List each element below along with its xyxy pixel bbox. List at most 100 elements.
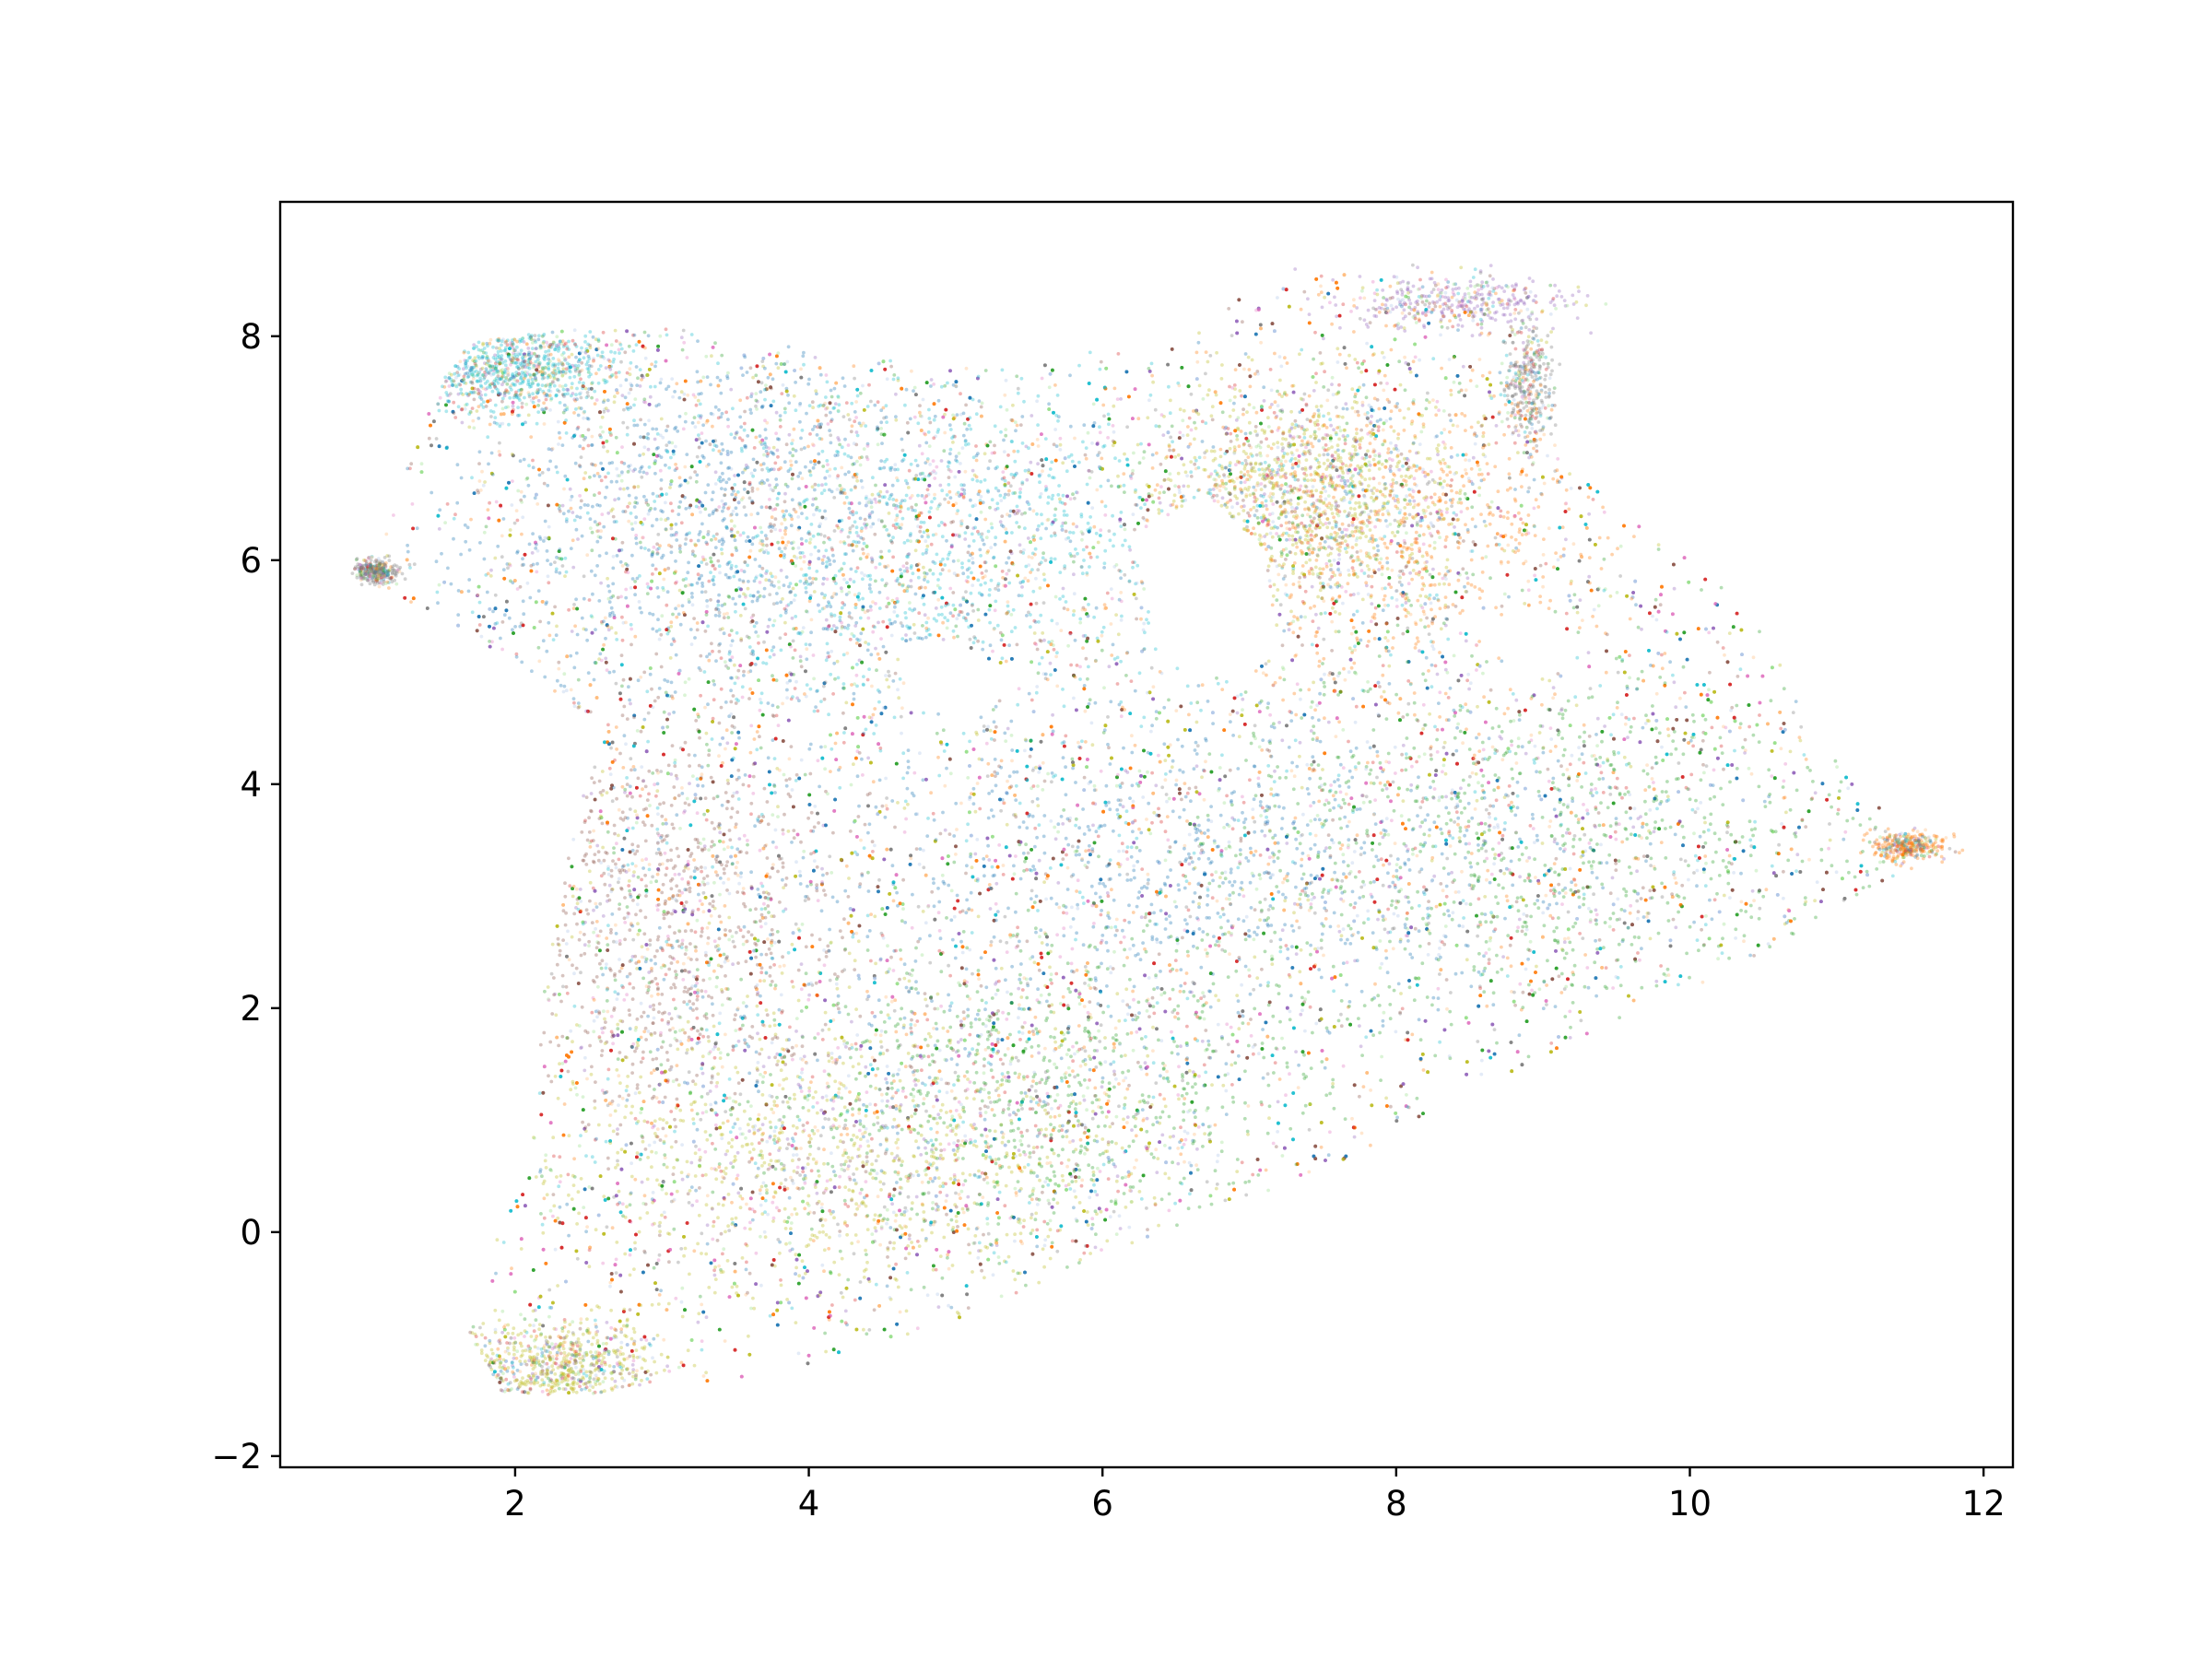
scatter-point (722, 616, 726, 620)
scatter-point (787, 777, 792, 781)
scatter-point (1160, 785, 1165, 790)
scatter-point (781, 540, 785, 545)
scatter-point (889, 999, 894, 1004)
scatter-point (776, 454, 780, 459)
scatter-point (653, 1088, 656, 1091)
scatter-point (919, 1045, 924, 1050)
scatter-point (1412, 308, 1417, 312)
scatter-point (1636, 951, 1640, 955)
scatter-point (572, 1157, 576, 1161)
scatter-point (1416, 512, 1420, 516)
scatter-point (902, 1210, 907, 1214)
scatter-point (1700, 738, 1705, 743)
scatter-point (1391, 646, 1394, 650)
scatter-point (1381, 883, 1385, 888)
scatter-point (704, 610, 709, 614)
scatter-point (918, 472, 923, 477)
scatter-point (1777, 842, 1781, 847)
scatter-point (1515, 376, 1519, 381)
scatter-point (1600, 730, 1605, 734)
scatter-point (1725, 825, 1730, 829)
scatter-point (890, 994, 895, 999)
scatter-point (488, 640, 491, 643)
scatter-point (794, 922, 798, 926)
scatter-point (1152, 961, 1156, 966)
scatter-point (1355, 833, 1359, 838)
scatter-point (1352, 1135, 1357, 1139)
scatter-point (621, 620, 626, 625)
scatter-point (1033, 1088, 1038, 1093)
scatter-point (1084, 456, 1088, 461)
scatter-point (1553, 469, 1558, 473)
scatter-point (1666, 973, 1671, 977)
scatter-point (1701, 730, 1706, 735)
scatter-point (1828, 838, 1832, 842)
scatter-point (1107, 417, 1112, 421)
scatter-point (1184, 1070, 1189, 1075)
scatter-point (943, 412, 947, 417)
scatter-point (700, 620, 705, 625)
scatter-point (875, 1028, 878, 1032)
scatter-point (982, 1083, 987, 1088)
scatter-point (1683, 690, 1687, 695)
scatter-point (869, 959, 873, 963)
scatter-point (961, 1182, 966, 1187)
scatter-point (848, 907, 853, 911)
scatter-point (679, 1360, 684, 1365)
scatter-point (885, 677, 889, 682)
scatter-point (1418, 649, 1421, 653)
scatter-point (1322, 423, 1326, 428)
scatter-point (538, 1170, 542, 1174)
scatter-point (1433, 773, 1438, 777)
scatter-point (783, 907, 788, 912)
scatter-point (547, 997, 550, 1002)
scatter-point (1065, 607, 1070, 612)
scatter-point (1505, 899, 1510, 903)
scatter-point (1890, 859, 1895, 864)
scatter-point (1099, 528, 1103, 533)
scatter-point (673, 796, 677, 800)
scatter-point (890, 569, 895, 573)
scatter-point (1685, 718, 1689, 723)
scatter-point (682, 1253, 686, 1258)
scatter-point (750, 1218, 755, 1222)
scatter-point (896, 801, 900, 805)
scatter-point (465, 525, 470, 530)
scatter-point (1147, 492, 1151, 496)
scatter-point (1025, 1128, 1030, 1133)
scatter-point (1293, 510, 1298, 514)
scatter-point (897, 1158, 901, 1162)
scatter-point (559, 1068, 564, 1073)
scatter-point (1065, 888, 1070, 891)
scatter-point (1365, 341, 1369, 346)
scatter-point (976, 639, 980, 643)
scatter-point (685, 356, 689, 359)
scatter-point (1150, 820, 1154, 825)
scatter-point (607, 430, 612, 435)
scatter-point (1622, 524, 1626, 528)
scatter-point (1460, 705, 1465, 710)
scatter-point (1821, 888, 1825, 891)
scatter-point (569, 688, 573, 692)
scatter-point (1127, 1083, 1131, 1088)
scatter-point (1437, 408, 1441, 412)
scatter-point (409, 600, 413, 604)
scatter-point (985, 1217, 990, 1221)
scatter-point (777, 1148, 781, 1152)
scatter-point (1158, 711, 1161, 715)
scatter-point (1750, 888, 1755, 893)
scatter-point (1114, 662, 1119, 666)
scatter-point (697, 729, 701, 734)
scatter-point (997, 699, 1002, 703)
scatter-point (828, 474, 831, 478)
scatter-point (1242, 367, 1246, 371)
scatter-point (1082, 687, 1087, 691)
scatter-point (1011, 1156, 1016, 1159)
scatter-point (1586, 651, 1591, 654)
scatter-point (816, 425, 819, 429)
scatter-point (993, 770, 997, 774)
scatter-point (638, 368, 642, 371)
scatter-point (820, 515, 825, 520)
scatter-point (1008, 484, 1013, 488)
scatter-point (1620, 939, 1625, 944)
